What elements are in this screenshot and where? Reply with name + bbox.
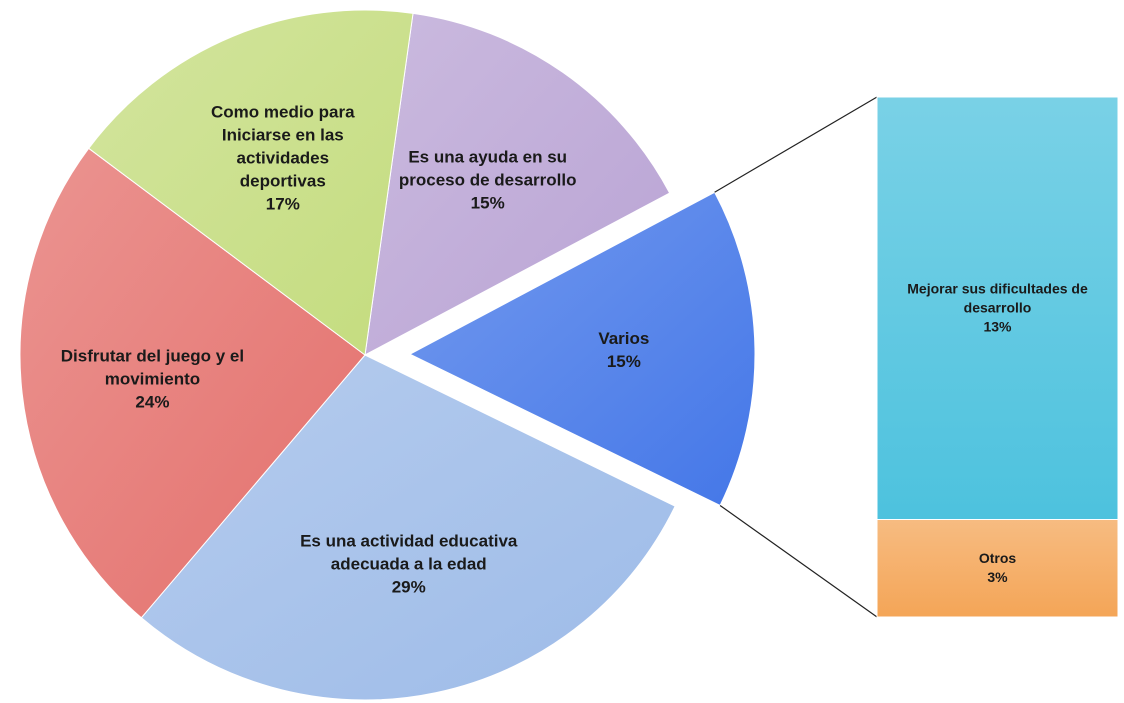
slice-label: Disfrutar del juego y el movimiento 24% [32,344,272,413]
bar-label-text: 3% [987,569,1008,586]
bar-label-text: 13% [983,318,1012,335]
connector-line [719,504,878,618]
slice-label-text: Varios [598,329,650,349]
slice-label: Varios 15% [569,327,679,373]
pie-slice [364,12,671,356]
slice-label-text: Como medio para Iniciarse en las activid… [211,102,355,191]
slice-label-text: Disfrutar del juego y el movimiento [60,346,245,389]
bar-label: Otros 3% [888,549,1108,587]
pie-slice [19,147,366,619]
pie-slice [408,191,756,507]
bar-label-text: Otros [978,550,1017,567]
slice-label-text: 29% [391,577,426,597]
bar-label-text: Mejorar sus dificultades de desarrollo [907,280,1088,316]
bar-segment [876,96,1119,520]
slice-label-text: 24% [135,392,170,412]
slice-label-text: 15% [606,352,641,372]
pie-slice [88,9,414,356]
slice-label-text: 15% [470,193,505,213]
slice-label: Es una actividad educativa adecuada a la… [289,530,529,599]
slice-label-text: Es una actividad educativa adecuada a la… [300,531,518,574]
pie-slice [140,354,676,701]
bar-label: Mejorar sus dificultades de desarrollo 13… [888,280,1108,337]
bar-segment [876,519,1119,618]
slice-label-text: Es una ayuda en su proceso de desarrollo [398,147,577,190]
slice-label: Como medio para Iniciarse en las activid… [193,100,373,215]
connector-line [714,96,878,193]
slice-label: Es una ayuda en su proceso de desarrollo… [393,145,583,214]
slice-label-text: 17% [265,194,300,214]
